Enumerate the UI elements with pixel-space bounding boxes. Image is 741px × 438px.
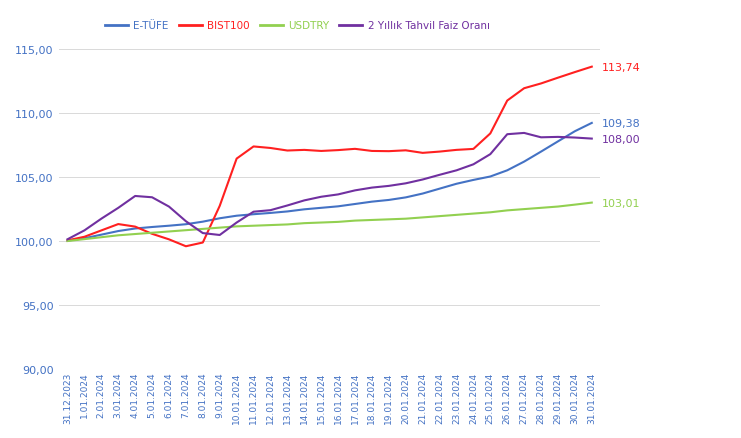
Text: 113,74: 113,74 xyxy=(602,63,641,72)
Text: 103,01: 103,01 xyxy=(602,198,640,208)
Text: 109,38: 109,38 xyxy=(602,119,641,129)
Legend: E-TÜFE, BIST100, USDTRY, 2 Yıllık Tahvil Faiz Oranı: E-TÜFE, BIST100, USDTRY, 2 Yıllık Tahvil… xyxy=(101,17,494,35)
Text: 108,00: 108,00 xyxy=(602,134,640,144)
